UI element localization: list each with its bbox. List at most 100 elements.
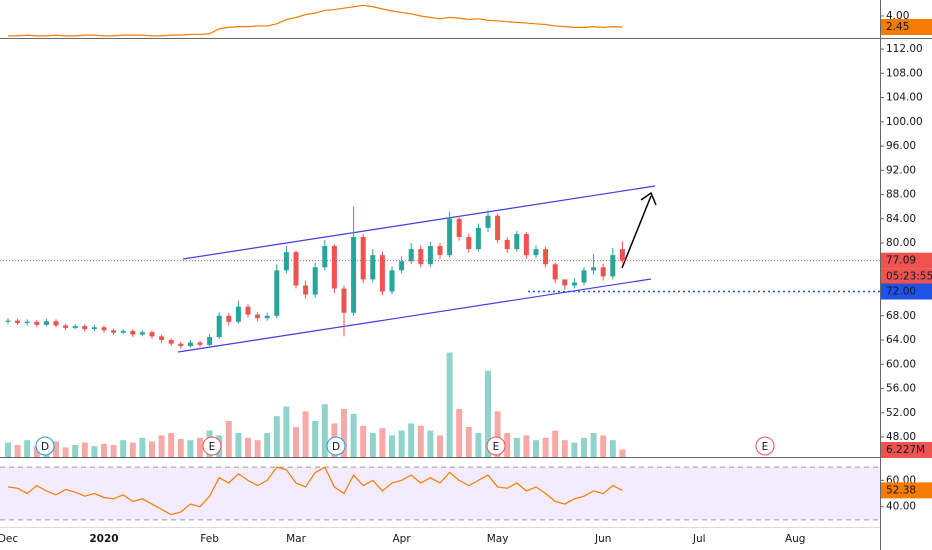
candle-body: [610, 255, 616, 277]
candle-body: [351, 236, 357, 313]
event-marker: [35, 436, 55, 456]
event-label: E: [493, 441, 500, 453]
volume-bar: [542, 437, 549, 457]
candle-body: [591, 267, 597, 271]
volume-bar: [283, 406, 290, 457]
candle-body: [543, 249, 549, 265]
candle-body: [562, 279, 568, 286]
event-marker: [755, 436, 775, 456]
candle-body: [389, 270, 395, 292]
candle-body: [101, 327, 107, 331]
volume-bar: [235, 433, 242, 457]
channel-lower: [177, 278, 652, 353]
volume-bar: [533, 440, 539, 457]
volume-bar: [552, 430, 559, 457]
volume-bar: [389, 435, 395, 457]
rsi-badge-label: 52.38: [886, 484, 916, 496]
volume-bar: [293, 427, 299, 457]
candle-body: [130, 330, 136, 335]
volume-bar: [590, 433, 597, 457]
volume-bar: [571, 442, 578, 457]
volume-bar: [72, 445, 79, 457]
candle-body: [207, 336, 213, 345]
volume-bar: [302, 411, 309, 457]
volume-bar: [475, 433, 482, 457]
candle-body: [447, 218, 453, 256]
volume-bar: [398, 430, 405, 457]
volume-bar: [504, 433, 511, 457]
volume-bar: [417, 425, 424, 457]
candle-body: [379, 255, 385, 292]
candle-body: [226, 315, 232, 322]
volume-bar: [437, 435, 443, 457]
volume-bar: [62, 447, 69, 457]
candle-body: [418, 249, 424, 265]
volume-bar: [14, 445, 21, 457]
x-tick-label: Mar: [286, 533, 306, 545]
candle-body: [43, 321, 49, 325]
volume-bar: [523, 435, 530, 457]
candle-body: [514, 233, 520, 250]
volume-bar: [197, 437, 203, 457]
rsi-band: [0, 467, 880, 520]
x-tick-label: 2020: [89, 533, 118, 545]
volume-bar: [254, 440, 261, 457]
volume-bar: [33, 446, 40, 457]
volume-badge: [881, 442, 932, 458]
event-label: D: [41, 441, 49, 453]
y-tick-label: 100.00: [886, 116, 923, 128]
arrow: [621, 191, 657, 269]
y-tick-label: 56.00: [886, 383, 916, 395]
volume-bar: [600, 435, 607, 457]
volume-bar: [494, 411, 501, 457]
event-marker: [326, 436, 346, 456]
volume-bar: [408, 423, 415, 457]
volume-bar: [120, 440, 127, 457]
candle-body: [168, 340, 174, 344]
volume-bar: [619, 449, 626, 457]
candle-body: [619, 249, 625, 261]
candle-body: [24, 321, 30, 324]
candle-body: [466, 236, 472, 250]
candle-body: [341, 288, 347, 313]
volume-badge-label: 6.227M: [886, 444, 925, 456]
y-tick-label: 84.00: [886, 213, 916, 225]
volume-bar: [177, 439, 184, 457]
volume-bar: [53, 441, 59, 457]
volume-bar: [139, 437, 146, 457]
candle-body: [245, 306, 251, 315]
channel-upper: [182, 185, 656, 260]
countdown-badge: [881, 268, 932, 285]
volume-bar: [561, 440, 568, 457]
indicator-line: [7, 466, 623, 516]
candle-body: [408, 249, 414, 262]
y-tick-label: 92.00: [886, 164, 916, 176]
volume-bar: [456, 409, 463, 457]
y-tick-label: 48.00: [886, 431, 916, 443]
candle-body: [5, 320, 11, 322]
candle-body: [82, 326, 88, 330]
candle-body: [63, 325, 69, 328]
last-price-badge-label: 77.09: [886, 255, 916, 267]
event-marker: [202, 436, 222, 456]
y-tick-label: 88.00: [886, 189, 916, 201]
candle-body: [533, 249, 539, 256]
x-tick-label: May: [487, 533, 509, 545]
x-tick-label: Aug: [785, 533, 806, 545]
candle-body: [34, 321, 40, 325]
y-tick-label: 4.00: [886, 10, 909, 22]
x-tick-label: Jun: [594, 533, 611, 545]
volume-bar: [149, 441, 155, 457]
volume-bar: [465, 427, 472, 457]
candle-body: [235, 306, 241, 322]
candle-body: [475, 227, 481, 250]
candle-body: [149, 332, 155, 337]
candle-body: [485, 215, 491, 228]
candle-body: [111, 330, 117, 333]
candle-body: [139, 332, 145, 335]
volume-bar: [360, 425, 367, 457]
candle-body: [303, 285, 309, 295]
volume-bar: [513, 437, 520, 457]
